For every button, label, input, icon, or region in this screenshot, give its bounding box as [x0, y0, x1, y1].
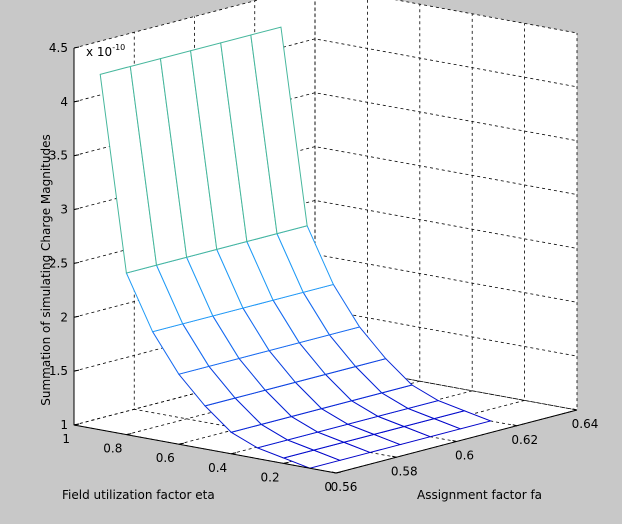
eta-tick-mark: [126, 433, 132, 436]
fa-tick-mark: [572, 408, 578, 411]
z-tick-mark: [73, 208, 80, 211]
z-tick-label: 3: [60, 203, 68, 217]
fa-tick-label: 0.56: [331, 480, 358, 494]
y-axis-label: Assignment factor fa: [417, 488, 542, 502]
eta-axis-ticks: 1 0.8 0.6 0.4 0.2 0: [62, 423, 342, 494]
z-grid-line: [73, 361, 578, 426]
z-tick-mark: [73, 261, 80, 264]
fa-tick-label: 0.62: [511, 433, 538, 447]
z-scale-label: x 10-10: [86, 43, 125, 59]
eta-grid-line: [335, 33, 578, 474]
z-tick-label: 2.5: [49, 256, 68, 270]
eta-tick-label: 1: [62, 432, 70, 446]
eta-tick-label: 0.6: [156, 451, 175, 465]
fa-tick-label: 0.6: [455, 449, 474, 463]
surface-mesh: [99, 26, 493, 469]
z-scale-exponent: -10: [112, 43, 125, 52]
z-tick-label: 2: [60, 310, 68, 324]
fa-axis-ticks: 0.56 0.58 0.6 0.62 0.64: [331, 408, 599, 494]
z-grid-line: [73, 146, 578, 210]
fa-tick-mark: [392, 455, 397, 458]
z-axis-label: Summation of simulating Charge Magnitude…: [39, 134, 53, 405]
z-scale-base: x 10: [86, 45, 112, 59]
z-grid-line: [73, 307, 578, 372]
eta-tick-label: 0.2: [261, 470, 280, 484]
eta-axis-line: [73, 424, 337, 474]
eta-grid-line: [283, 23, 525, 464]
x-axis-label: Field utilization factor eta: [62, 488, 215, 502]
z-grid-line: [73, 0, 578, 49]
eta-grid-line: [178, 4, 421, 445]
z-tick-label: 1: [60, 418, 68, 432]
eta-tick-label: 0: [324, 480, 332, 494]
z-grid-line: [73, 200, 578, 264]
fa-tick-mark: [512, 424, 517, 427]
fa-tick-label: 0.64: [572, 417, 599, 431]
eta-tick-mark: [73, 423, 80, 426]
fa-tick-mark: [331, 471, 337, 474]
z-tick-label: 4.5: [49, 41, 68, 55]
z-tick-mark: [73, 100, 80, 103]
eta-tick-label: 0.4: [208, 461, 227, 475]
z-tick-label: 1.5: [49, 364, 68, 378]
eta-tick-mark: [231, 452, 237, 455]
z-tick-label: 3.5: [49, 149, 68, 163]
z-tick-mark: [73, 315, 80, 318]
eta-tick-label: 0.8: [103, 442, 122, 456]
z-grid-line: [73, 92, 578, 157]
eta-grid-line: [231, 13, 473, 455]
z-grid-line: [73, 253, 578, 318]
eta-grid-line: [126, 0, 368, 435]
z-tick-mark: [73, 46, 80, 49]
eta-tick-mark: [283, 461, 289, 464]
z-tick-mark: [73, 369, 80, 372]
z-tick-mark: [73, 154, 80, 157]
fa-tick-mark: [452, 440, 457, 442]
surface-cell: [250, 26, 308, 235]
plot-box-back-wall: [315, 0, 577, 410]
fa-tick-label: 0.58: [391, 464, 418, 478]
z-grid-line: [73, 38, 578, 103]
eta-tick-mark: [178, 442, 184, 445]
z-axis-ticks: 1 1.5 2 2.5 3 3.5 4 4.5: [49, 41, 80, 432]
eta-tick-mark: [335, 471, 342, 474]
z-tick-label: 4: [60, 95, 68, 109]
